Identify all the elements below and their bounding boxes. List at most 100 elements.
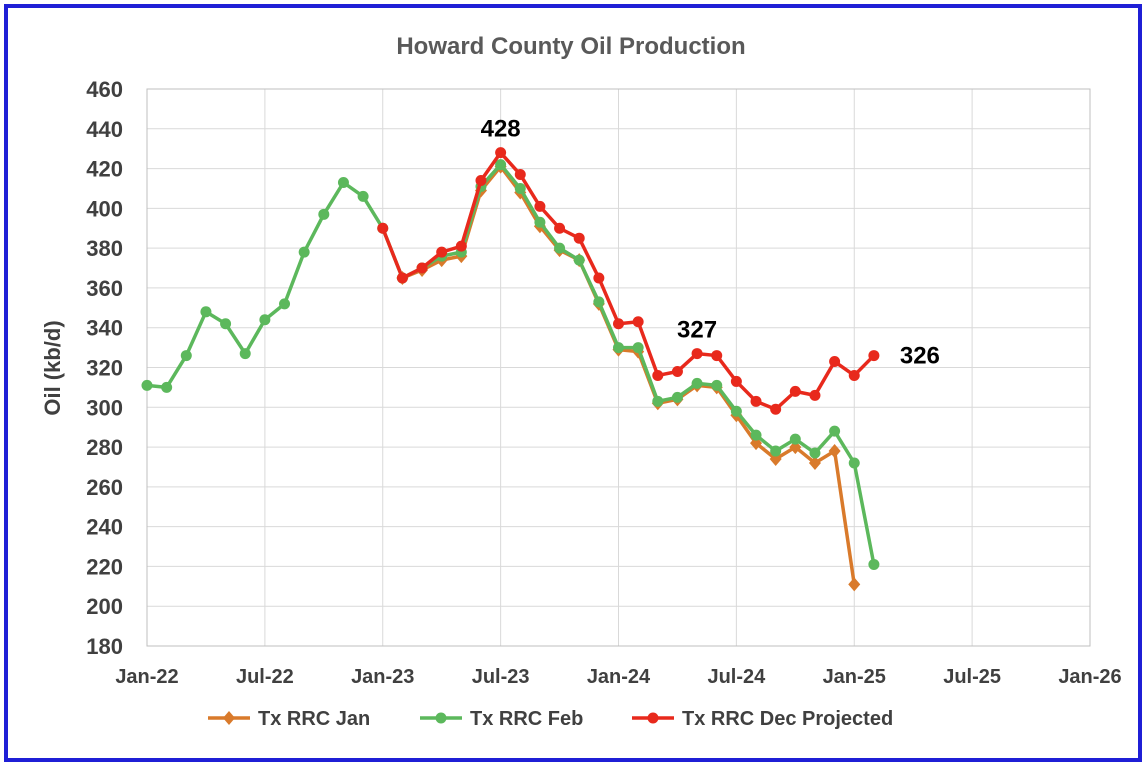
- data-point: [829, 356, 841, 368]
- y-tick-label: 460: [86, 77, 123, 102]
- data-point: [495, 147, 507, 159]
- y-tick-label: 280: [86, 435, 123, 460]
- x-tick-label: Jul-25: [943, 666, 1001, 688]
- data-point: [770, 403, 782, 415]
- peak-annotation: 428: [481, 116, 521, 143]
- x-tick-labels: Jan-22 Jul-22 Jan-23 Jul-23 Jan-24 Jul-24 Jan-…: [115, 666, 1121, 688]
- y-tick-label: 220: [86, 554, 123, 579]
- data-point: [161, 381, 173, 393]
- legend: Tx RRC Jan Tx RRC Feb Tx RRC Dec Projected: [208, 708, 893, 730]
- series-line: [381, 150, 876, 412]
- legend-label: Tx RRC Jan: [258, 708, 370, 730]
- x-tick-label: Jan-26: [1058, 666, 1121, 688]
- data-point: [671, 365, 683, 377]
- data-point: [337, 176, 349, 188]
- data-point: [141, 379, 153, 391]
- data-point: [730, 405, 742, 417]
- data-point: [691, 348, 703, 360]
- data-point: [809, 389, 821, 401]
- data-point: [436, 246, 448, 258]
- data-point: [789, 385, 801, 397]
- data-point: [514, 169, 526, 181]
- y-tick-label: 340: [86, 316, 123, 341]
- data-point: [808, 455, 821, 470]
- data-point: [770, 445, 782, 457]
- data-point: [789, 433, 801, 445]
- peak-annotation: 327: [677, 317, 717, 344]
- annotations: 428 327 326: [481, 116, 940, 370]
- data-point: [593, 272, 605, 284]
- series-line: [146, 162, 876, 565]
- plot-area: [146, 88, 1091, 647]
- y-tick-label: 380: [86, 236, 123, 261]
- data-point: [396, 272, 408, 284]
- data-point: [868, 350, 880, 362]
- data-point: [730, 375, 742, 387]
- chart-title: Howard County Oil Production: [396, 33, 745, 60]
- data-point: [514, 182, 526, 194]
- data-point: [613, 318, 624, 330]
- data-point: [318, 208, 330, 220]
- y-tick-label: 260: [86, 475, 123, 500]
- legend-swatch-marker: [223, 711, 235, 725]
- data-point: [652, 369, 664, 381]
- x-tick-label: Jan-23: [351, 666, 414, 688]
- y-tick-label: 440: [86, 117, 123, 142]
- data-point: [750, 395, 762, 407]
- x-tick-label: Jan-22: [115, 666, 178, 688]
- legend-item: Tx RRC Jan: [208, 708, 370, 730]
- data-point: [554, 242, 566, 254]
- data-point: [298, 246, 310, 258]
- data-point: [848, 577, 861, 592]
- chart-frame: [4, 4, 1142, 762]
- y-tick-labels: 180 200 220 240 260 280 300 320 340 360 380 400 420 4…: [86, 77, 123, 659]
- data-point: [828, 444, 841, 459]
- y-tick-label: 200: [86, 594, 123, 619]
- data-point: [239, 348, 251, 360]
- data-point: [475, 175, 487, 187]
- series-line: [401, 164, 856, 585]
- data-point: [711, 379, 723, 391]
- y-tick-label: 360: [86, 276, 123, 301]
- x-tick-label: Jul-22: [236, 666, 294, 688]
- x-tick-label: Jul-23: [472, 666, 530, 688]
- x-tick-label: Jan-24: [587, 666, 651, 688]
- data-point: [652, 395, 664, 407]
- data-point: [534, 200, 546, 212]
- data-point: [809, 447, 821, 459]
- data-point: [455, 240, 467, 252]
- legend-swatch-marker: [435, 712, 447, 724]
- legend-swatch-marker: [647, 712, 659, 724]
- legend-item: Tx RRC Feb: [420, 708, 583, 730]
- legend-label: Tx RRC Feb: [470, 708, 583, 730]
- data-point: [534, 216, 546, 228]
- data-point: [848, 369, 860, 381]
- data-point: [750, 429, 762, 441]
- data-point: [259, 314, 271, 326]
- y-tick-label: 240: [86, 515, 123, 540]
- data-point: [573, 232, 585, 244]
- y-tick-label: 180: [86, 634, 123, 659]
- data-point: [220, 318, 232, 330]
- legend-item: Tx RRC Dec Projected: [632, 708, 893, 730]
- data-point: [593, 296, 605, 308]
- x-tick-label: Jul-24: [707, 666, 766, 688]
- y-tick-label: 400: [86, 196, 123, 221]
- data-point: [632, 342, 644, 354]
- data-point: [279, 298, 291, 310]
- data-point: [829, 425, 841, 437]
- data-point: [691, 377, 703, 389]
- data-point: [613, 342, 624, 354]
- data-point: [495, 159, 507, 171]
- x-tick-label: Jan-25: [823, 666, 886, 688]
- data-point: [573, 254, 585, 266]
- series-2: [141, 159, 880, 570]
- y-tick-label: 320: [86, 356, 123, 381]
- y-tick-label: 300: [86, 395, 123, 420]
- data-point: [180, 350, 192, 362]
- data-point: [416, 262, 428, 274]
- data-point: [357, 190, 369, 202]
- data-point: [671, 391, 683, 403]
- gridlines: [146, 88, 1091, 647]
